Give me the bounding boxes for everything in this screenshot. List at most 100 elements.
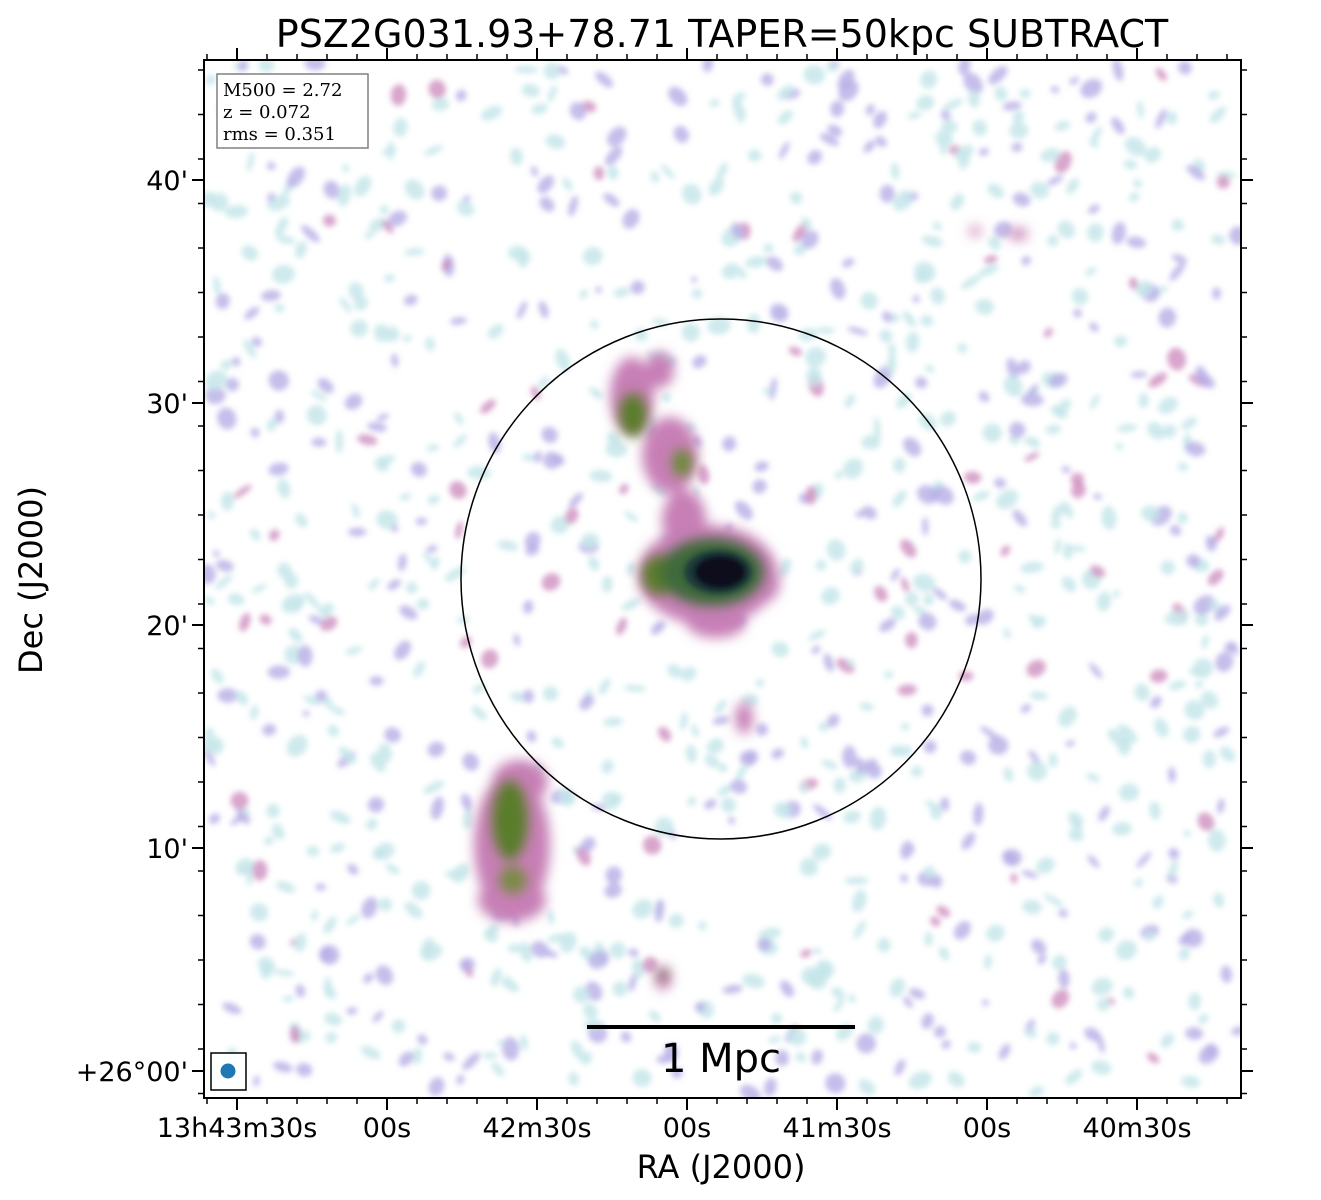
noise-blob	[698, 921, 707, 931]
noise-blob	[764, 1077, 777, 1097]
noise-blob	[621, 597, 641, 611]
noise-blob	[423, 780, 445, 794]
noise-blob	[1181, 1075, 1201, 1088]
noise-blob	[1024, 452, 1040, 462]
noise-blob	[787, 1027, 807, 1046]
noise-blob	[1065, 1069, 1083, 1085]
noise-blob	[462, 808, 473, 830]
info-box: M500 = 2.72 z = 0.072 rms = 0.351	[216, 73, 369, 149]
noise-blob	[730, 779, 748, 794]
noise-blob	[251, 583, 267, 594]
noise-blob	[722, 984, 743, 994]
noise-blob	[1207, 90, 1221, 100]
noise-blob	[889, 745, 904, 757]
info-mass: M500 = 2.72	[223, 80, 342, 101]
y-tick-label: 40'	[146, 166, 188, 197]
noise-blob	[1210, 234, 1226, 245]
noise-blob	[443, 1052, 455, 1061]
noise-blob	[808, 629, 826, 641]
noise-blob	[1096, 591, 1111, 612]
noise-blob	[1160, 1033, 1175, 1048]
noise-blob	[603, 717, 623, 727]
noise-blob	[682, 183, 702, 205]
noise-blob	[357, 434, 378, 446]
noise-blob	[1052, 954, 1067, 971]
noise-blob	[204, 747, 216, 767]
noise-blob	[533, 451, 542, 463]
noise-blob	[1231, 1026, 1241, 1036]
noise-blob	[1148, 372, 1168, 388]
noise-blob	[873, 417, 881, 440]
noise-blob	[842, 258, 855, 268]
noise-blob	[1087, 223, 1104, 242]
noise-blob	[427, 741, 445, 757]
noise-blob	[642, 956, 658, 973]
noise-blob	[367, 422, 388, 432]
noise-blob	[731, 222, 744, 240]
noise-blob	[1184, 700, 1205, 720]
noise-blob	[988, 65, 1008, 85]
noise-blob	[521, 83, 541, 98]
noise-blob	[634, 328, 648, 342]
noise-blob	[374, 323, 390, 342]
noise-blob	[268, 529, 280, 541]
noise-blob	[680, 666, 697, 681]
noise-blob	[983, 954, 992, 970]
noise-blob	[823, 653, 835, 672]
noise-blob	[410, 461, 427, 478]
x-tick-label: 00s	[363, 1113, 411, 1144]
noise-blob	[344, 393, 363, 410]
noise-blob	[366, 818, 378, 831]
noise-blob	[348, 282, 364, 301]
noise-blob	[972, 490, 991, 502]
y-tick-label: 10'	[146, 834, 188, 865]
noise-blob	[558, 788, 576, 807]
noise-blob	[903, 437, 922, 457]
noise-blob	[795, 1052, 807, 1063]
noise-blob	[940, 797, 950, 812]
noise-blob	[539, 196, 555, 212]
x-tick-labels: 13h43m30s 00s 42m30s 00s 41m30s 00s 40m30s	[157, 1113, 1192, 1144]
noise-blob	[519, 1034, 529, 1051]
noise-blob	[890, 162, 900, 180]
noise-blob	[661, 164, 675, 180]
noise-blob	[294, 241, 307, 259]
noise-blob	[1012, 192, 1031, 207]
noise-blob	[428, 1077, 445, 1096]
noise-blob	[668, 913, 684, 929]
noise-blob	[583, 1003, 598, 1020]
noise-blob	[1155, 108, 1167, 129]
noise-blob	[978, 264, 999, 277]
noise-blob	[965, 614, 979, 626]
noise-blob	[329, 842, 346, 853]
noise-blob	[799, 857, 819, 877]
noise-blob	[975, 609, 994, 625]
noise-blob	[267, 665, 291, 679]
noise-blob	[652, 318, 669, 327]
noise-blob	[754, 461, 769, 472]
noise-blob	[204, 563, 216, 585]
noise-blob	[1003, 766, 1014, 783]
noise-blob	[582, 247, 603, 266]
noise-blob	[879, 618, 896, 632]
noise-blob	[1085, 112, 1097, 124]
noise-blob	[967, 1042, 982, 1053]
noise-blob	[745, 256, 768, 268]
noise-blob	[1029, 691, 1048, 700]
noise-blob	[1134, 683, 1150, 701]
noise-blob	[368, 578, 380, 591]
noise-blob	[648, 1010, 661, 1022]
x-tick-label: 41m30s	[782, 1113, 891, 1144]
noise-blob	[593, 166, 605, 181]
noise-blob	[453, 434, 467, 448]
noise-blob	[903, 996, 914, 1009]
noise-blob	[1214, 604, 1231, 621]
noise-blob	[912, 295, 920, 303]
noise-blob	[426, 544, 438, 554]
noise-blob	[1215, 651, 1234, 672]
noise-blob	[315, 883, 326, 891]
noise-blob	[800, 736, 809, 749]
noise-blob	[1048, 372, 1068, 388]
noise-blob	[1130, 371, 1148, 378]
noise-blob	[875, 136, 887, 148]
